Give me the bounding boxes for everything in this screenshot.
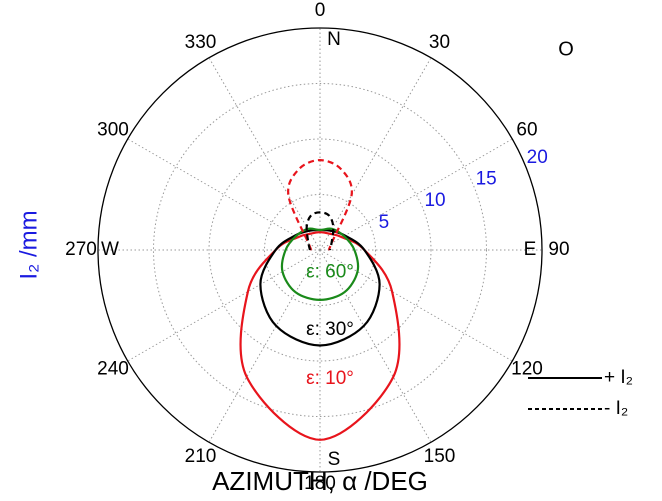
grid-circle [264,194,376,306]
theta-tick-label: 150 [424,446,456,467]
compass-label: N [327,29,341,50]
y-axis-label: I₂ /mm [15,210,42,279]
series-curve [239,231,401,441]
grid-spoke [127,249,321,362]
theta-tick-label: 330 [185,32,217,53]
r-tick-label: 5 [379,212,390,233]
theta-tick-label: 180 [304,473,336,494]
compass-label: E [524,239,537,260]
theta-tick-label: 120 [511,359,543,380]
legend-label: - I₂ [604,398,628,419]
grid-spoke [319,249,432,443]
compass-label: S [328,449,341,470]
grid-spoke [319,57,432,251]
annotation: O [558,38,574,60]
grid-circle [153,83,487,417]
legend-label: + I₂ [604,367,633,388]
grid-circle [97,27,543,473]
theta-tick-label: 240 [97,359,129,380]
series-curve [280,227,360,302]
series-label: ε: 60° [306,261,354,282]
grid-spoke [208,57,321,251]
theta-tick-label: 270 [65,239,97,260]
grid-spoke [319,249,513,362]
grid-spoke [208,249,321,443]
theta-tick-label: 210 [185,446,217,467]
r-tick-label: 10 [424,190,445,211]
theta-tick-label: 300 [97,120,129,141]
grid-spoke [127,138,321,251]
compass-label: W [101,239,119,260]
series-label: ε: 10° [306,368,354,389]
theta-tick-label: 30 [429,32,450,53]
r-tick-label: 15 [476,168,497,189]
series-label: ε: 30° [306,319,354,340]
grid-spoke [319,138,513,251]
theta-tick-label: 0 [315,0,326,21]
theta-tick-label: 60 [516,120,537,141]
series-curve [305,211,335,251]
grid-circle [208,138,432,362]
r-tick-label: 20 [527,147,548,168]
series-curve [287,158,353,251]
theta-tick-label: 90 [548,239,569,260]
